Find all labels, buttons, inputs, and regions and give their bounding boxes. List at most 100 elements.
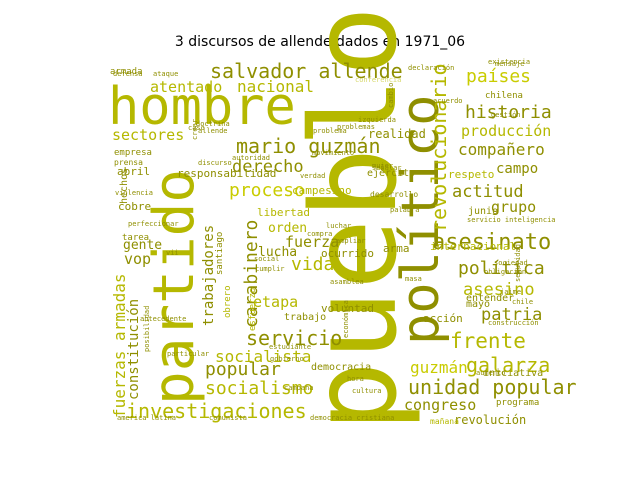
word-defensa: defensa: [113, 70, 143, 78]
word-particular: particular: [167, 350, 209, 358]
word-vii: vii: [166, 249, 179, 257]
word-campana: campaña: [284, 384, 314, 392]
word-partido: partido: [142, 169, 207, 405]
word-grupo: grupo: [491, 198, 536, 216]
word-salvador-allende: salvador allende: [210, 59, 403, 83]
word-tarea: tarea: [122, 233, 149, 243]
word-revolucionario: revolucionario: [427, 63, 451, 232]
word-desarrollo: desarrollo: [370, 190, 418, 199]
word-servicio: servicio: [246, 326, 342, 350]
word-declaracion: declaración: [408, 64, 454, 72]
word-crear: crear: [191, 119, 199, 140]
word-verdad: verdad: [300, 172, 325, 180]
word-abril: abril: [117, 165, 150, 178]
word-produccion: producción: [461, 122, 551, 140]
word-estudiante: estudiante: [269, 343, 311, 351]
word-violencia: violencia: [115, 189, 153, 197]
figure-title: 3 discursos de allende dados en 1971_06: [174, 34, 466, 50]
word-acuerdo: acuerdo: [433, 97, 463, 105]
word-allende: allende: [198, 127, 228, 135]
word-existencia: existencia: [488, 58, 530, 66]
word-historia: historia: [465, 102, 552, 123]
word-accion: acción: [423, 312, 463, 325]
word-asamblea: asamblea: [330, 278, 364, 286]
word-servicio-inteligencia: servicio inteligencia: [467, 216, 556, 224]
word-mayo: mayo: [466, 299, 490, 310]
word-campesino: campesino: [292, 184, 352, 197]
word-caso: caso: [188, 124, 205, 132]
word-guzman: guzmán: [410, 358, 468, 377]
word-gestion: gestión: [491, 111, 521, 119]
word-revolucion: revolución: [454, 413, 526, 427]
word-santiago: santiago: [215, 232, 225, 275]
word-respeto: respeto: [448, 168, 494, 181]
word-asesinato: asesinato: [432, 230, 551, 255]
word-politico: político: [391, 95, 451, 345]
word-america-latina: america latina: [117, 414, 176, 422]
word-masa: masa: [405, 275, 422, 283]
word-vida: vida: [291, 254, 334, 275]
word-popular: popular: [205, 359, 281, 380]
word-ocurrido: ocurrido: [321, 247, 374, 260]
word-companero: compañero: [458, 140, 545, 159]
word-paises: países: [466, 66, 531, 87]
word-patria: patria: [481, 305, 542, 325]
word-congreso: congreso: [404, 396, 476, 414]
word-cobre: cobre: [118, 200, 151, 213]
word-gobierno: gobierno: [270, 355, 304, 363]
word-programa: programa: [496, 398, 539, 408]
word-democracia-cristiana: democracia cristiana: [310, 414, 394, 422]
word-mensaje: mensaje: [495, 60, 525, 68]
word-lucha: lucha: [258, 245, 297, 260]
word-vop: vop: [124, 250, 151, 268]
word-mario-guzman: mario guzmán: [236, 134, 381, 158]
word-autoridad: autoridad: [232, 154, 270, 162]
word-internacional: internacional: [430, 240, 516, 253]
word-hora: hora: [347, 375, 364, 383]
word-socialismo: socialismo: [205, 378, 313, 399]
word-seguridad: seguridad: [514, 244, 522, 282]
word-obligacion: obligación: [484, 268, 526, 276]
word-posibilidad: posibilidad: [143, 306, 151, 352]
word-conferencia: conferencia: [355, 76, 401, 84]
word-ampliar: ampliar: [336, 237, 366, 245]
word-sectores: sectores: [112, 126, 184, 144]
word-ejercito: ejército: [367, 167, 415, 179]
word-galarza: galarza: [466, 353, 550, 377]
word-fuerzas-armadas: fuerzas armadas: [110, 274, 129, 419]
word-realidad: realidad: [368, 127, 426, 141]
word-investigaciones: investigaciones: [126, 399, 307, 423]
word-cambio: cambio: [387, 83, 395, 108]
word-construccion: construcción: [488, 319, 539, 327]
word-proceso: proceso: [229, 180, 305, 201]
word-esfuerzo: esfuerzo: [248, 288, 258, 331]
word-pueblo: pueblo: [285, 6, 423, 432]
word-doctrina: doctrina: [196, 120, 230, 128]
word-frente: frente: [450, 329, 526, 353]
word-movimiento: movimiento: [312, 149, 354, 157]
word-trabajadores: trabajadores: [201, 225, 217, 326]
word-hechos: hechos: [119, 168, 130, 204]
word-hombre: hombre: [108, 77, 296, 137]
word-orden: orden: [268, 221, 307, 236]
word-mujer: mujer: [372, 162, 393, 170]
word-manana: mañana: [430, 417, 459, 426]
word-perfeccionar: perfeccionar: [128, 220, 179, 228]
word-junio: junio: [468, 206, 498, 217]
word-carabinero: carabinero: [241, 220, 262, 328]
word-gente: gente: [123, 238, 162, 253]
word-chilena: chilena: [485, 91, 523, 101]
word-discurso: discurso: [198, 159, 232, 167]
word-democracia: democracia: [311, 362, 371, 373]
word-antecedente: antecedente: [140, 315, 186, 323]
word-jaime: jaime: [500, 288, 521, 296]
word-aumento: aumento: [476, 369, 506, 377]
word-derecho: derecho: [232, 157, 304, 177]
word-asesino: asesino: [463, 280, 535, 300]
word-constitucion: constitución: [126, 299, 142, 400]
word-iniciativa: iniciativa: [483, 368, 543, 379]
word-economica: económica: [342, 300, 350, 338]
word-libertad: libertad: [257, 206, 310, 219]
word-empresa: empresa: [114, 148, 152, 158]
